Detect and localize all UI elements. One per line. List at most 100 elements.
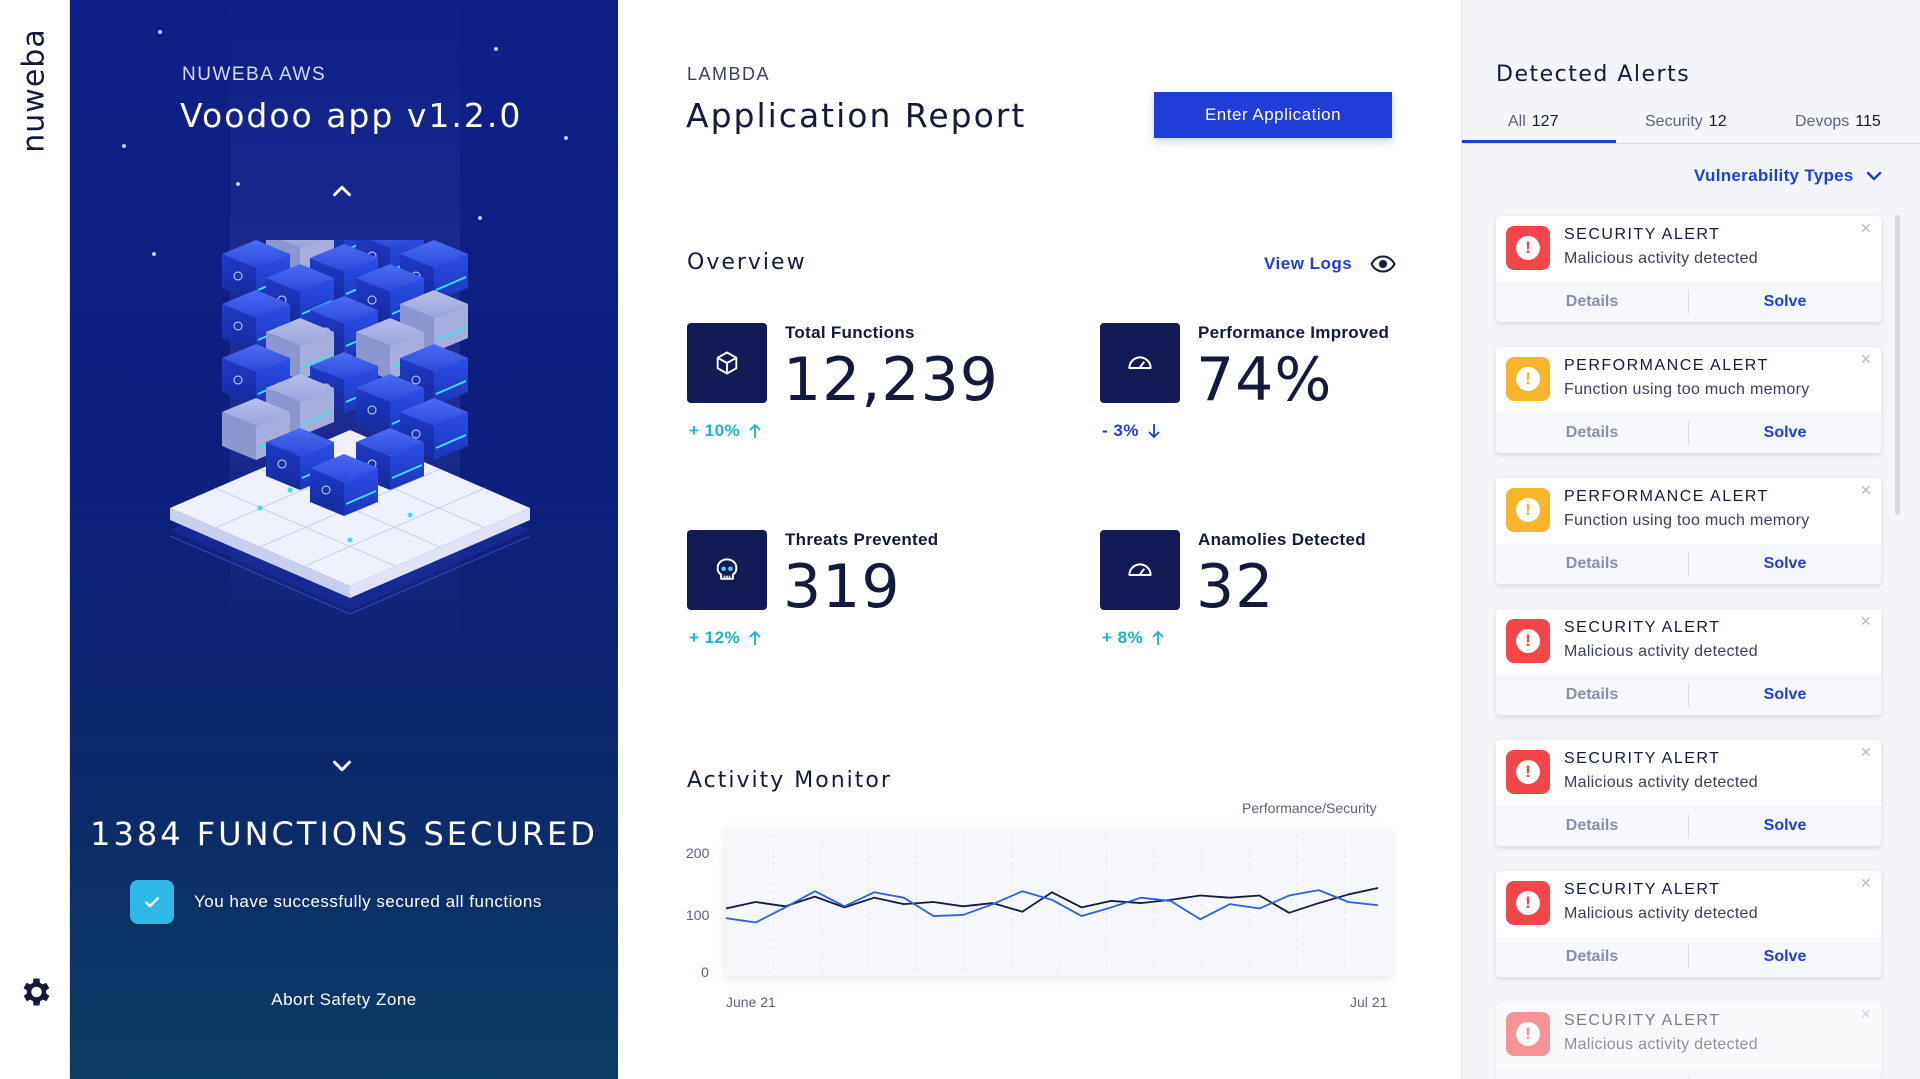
- activity-monitor-title: Activity Monitor: [687, 768, 892, 793]
- details-button[interactable]: Details: [1496, 1068, 1688, 1079]
- close-icon[interactable]: ✕: [1860, 351, 1872, 367]
- chevron-up-icon[interactable]: [327, 176, 357, 206]
- metric-anomalies-detected: Anamolies Detected 32 + 8%: [1100, 530, 1420, 660]
- y-tick-label: 100: [686, 907, 710, 923]
- metric-label: Threats Prevented: [785, 530, 939, 549]
- details-button[interactable]: Details: [1565, 555, 1619, 572]
- secured-confirmation: You have successfully secured all functi…: [130, 880, 542, 924]
- alert-title: SECURITY ALERT: [1564, 881, 1721, 898]
- performance-alert-card: ! PERFORMANCE ALERT Function using too muc…: [1496, 478, 1881, 584]
- exclamation-icon: !: [1516, 367, 1540, 391]
- metric-label: Performance Improved: [1198, 323, 1390, 342]
- alert-actions: Details Solve: [1496, 413, 1881, 453]
- gauge-icon: [1128, 356, 1152, 369]
- tab-all[interactable]: All 127: [1508, 113, 1558, 131]
- alert-badge: !: [1506, 357, 1550, 401]
- tab-devops[interactable]: Devops 115: [1795, 113, 1881, 131]
- tab-count: 12: [1708, 113, 1727, 130]
- divider: [1688, 814, 1689, 838]
- alert-description: Malicious activity detected: [1564, 250, 1758, 267]
- star-decoration: [236, 182, 240, 186]
- gear-icon[interactable]: [17, 974, 53, 1010]
- security-alert-card: ! SECURITY ALERT Malicious activity detect…: [1496, 740, 1881, 846]
- close-icon[interactable]: ✕: [1860, 744, 1872, 760]
- abort-safety-zone-link[interactable]: Abort Safety Zone: [271, 990, 417, 1009]
- app-title: Voodoo app v1.2.0: [180, 96, 523, 135]
- vulnerability-types-label: Vulnerability Types: [1694, 166, 1854, 185]
- details-button[interactable]: Details: [1565, 948, 1619, 965]
- details-button[interactable]: Details: [1565, 424, 1619, 441]
- details-button[interactable]: Details: [1565, 293, 1619, 310]
- brand-name: nuweba: [16, 27, 52, 153]
- secured-checkbox[interactable]: [130, 880, 174, 924]
- security-alert-card: ! SECURITY ALERT Malicious activity detect…: [1496, 1002, 1881, 1079]
- alert-title: PERFORMANCE ALERT: [1564, 488, 1769, 505]
- divider: [1688, 552, 1689, 576]
- close-icon[interactable]: ✕: [1860, 220, 1872, 236]
- metric-value: 319: [783, 552, 901, 622]
- tab-label: Security: [1645, 113, 1703, 130]
- overview-title: Overview: [687, 250, 807, 275]
- alert-title: SECURITY ALERT: [1564, 1012, 1721, 1029]
- view-logs-label: View Logs: [1264, 254, 1353, 273]
- tab-security[interactable]: Security 12: [1645, 113, 1727, 131]
- solve-button[interactable]: Solve: [1763, 293, 1807, 310]
- application-report: LAMBDA Application Report Enter Applicat…: [618, 0, 1461, 1079]
- alert-actions: Details Solve: [1496, 544, 1881, 584]
- solve-button[interactable]: Solve: [1763, 948, 1807, 965]
- alert-badge: !: [1506, 488, 1550, 532]
- metric-label: Total Functions: [785, 323, 915, 342]
- arrow-down-icon: [1148, 424, 1160, 439]
- solve-button[interactable]: Solve: [1763, 817, 1807, 834]
- checkmark-icon: [145, 897, 159, 908]
- details-button[interactable]: Details: [1565, 686, 1619, 703]
- alert-title: SECURITY ALERT: [1564, 226, 1721, 243]
- star-decoration: [494, 47, 498, 51]
- tab-label: All: [1508, 113, 1526, 130]
- scrollbar-thumb[interactable]: [1895, 215, 1900, 515]
- gauge-icon: [1128, 563, 1152, 576]
- solve-button[interactable]: Solve: [1689, 1068, 1881, 1079]
- security-alert-card: ! SECURITY ALERT Malicious activity detect…: [1496, 609, 1881, 715]
- divider: [1688, 945, 1689, 969]
- solve-button[interactable]: Solve: [1763, 686, 1807, 703]
- close-icon[interactable]: ✕: [1860, 1006, 1872, 1022]
- arrow-up-icon: [1152, 630, 1164, 645]
- alert-actions: Details Solve: [1496, 806, 1881, 846]
- metric-delta-text: + 8%: [1102, 628, 1144, 647]
- y-tick-label: 200: [686, 845, 710, 861]
- exclamation-icon: !: [1516, 236, 1540, 260]
- alert-badge: !: [1506, 1012, 1550, 1056]
- series-line-1: [725, 887, 1379, 914]
- close-icon[interactable]: ✕: [1860, 482, 1872, 498]
- close-icon[interactable]: ✕: [1860, 875, 1872, 891]
- metric-delta: + 12%: [689, 628, 762, 648]
- alert-actions: Details Solve: [1496, 282, 1881, 322]
- chevron-down-icon[interactable]: [327, 751, 357, 781]
- arrow-up-icon: [749, 423, 761, 438]
- view-logs-link[interactable]: View Logs: [1264, 254, 1396, 274]
- divider: [1688, 683, 1689, 707]
- metric-label: Anamolies Detected: [1198, 530, 1366, 549]
- solve-button[interactable]: Solve: [1763, 555, 1807, 572]
- chevron-down-icon: [1866, 171, 1881, 181]
- alert-tabs: All 127 Security 12 Devops 115: [1462, 110, 1920, 144]
- chart-caption: Performance/Security: [1242, 800, 1377, 816]
- hero-eyebrow: NUWEBA AWS: [182, 64, 327, 85]
- security-alert-card: ! SECURITY ALERT Malicious activity detect…: [1496, 216, 1881, 322]
- metric-delta-text: - 3%: [1102, 421, 1139, 440]
- details-button[interactable]: Details: [1565, 817, 1619, 834]
- exclamation-icon: !: [1516, 760, 1540, 784]
- star-decoration: [478, 216, 482, 220]
- solve-button[interactable]: Solve: [1763, 424, 1807, 441]
- close-icon[interactable]: ✕: [1860, 613, 1872, 629]
- metric-performance-improved: Performance Improved 74% - 3%: [1100, 323, 1420, 453]
- skull-icon: [716, 558, 738, 580]
- hero-panel: NUWEBA AWS Voodoo app v1.2.0: [70, 0, 618, 1079]
- vulnerability-types-dropdown[interactable]: Vulnerability Types: [1694, 166, 1882, 186]
- page-title: Application Report: [686, 96, 1027, 135]
- alert-actions: Details Solve: [1496, 937, 1881, 977]
- y-tick-label: 0: [701, 964, 709, 980]
- enter-application-button[interactable]: Enter Application: [1154, 92, 1392, 138]
